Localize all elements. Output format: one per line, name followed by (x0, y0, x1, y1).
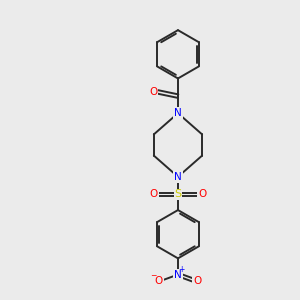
Text: N: N (174, 269, 182, 280)
Text: O: O (149, 87, 158, 97)
Text: O: O (198, 190, 206, 200)
Text: S: S (174, 190, 182, 200)
Text: O: O (155, 276, 163, 286)
Text: N: N (174, 172, 182, 182)
Text: −: − (151, 271, 157, 280)
Text: O: O (150, 190, 158, 200)
Text: O: O (193, 276, 201, 286)
Text: N: N (174, 108, 182, 118)
Text: +: + (178, 265, 185, 274)
